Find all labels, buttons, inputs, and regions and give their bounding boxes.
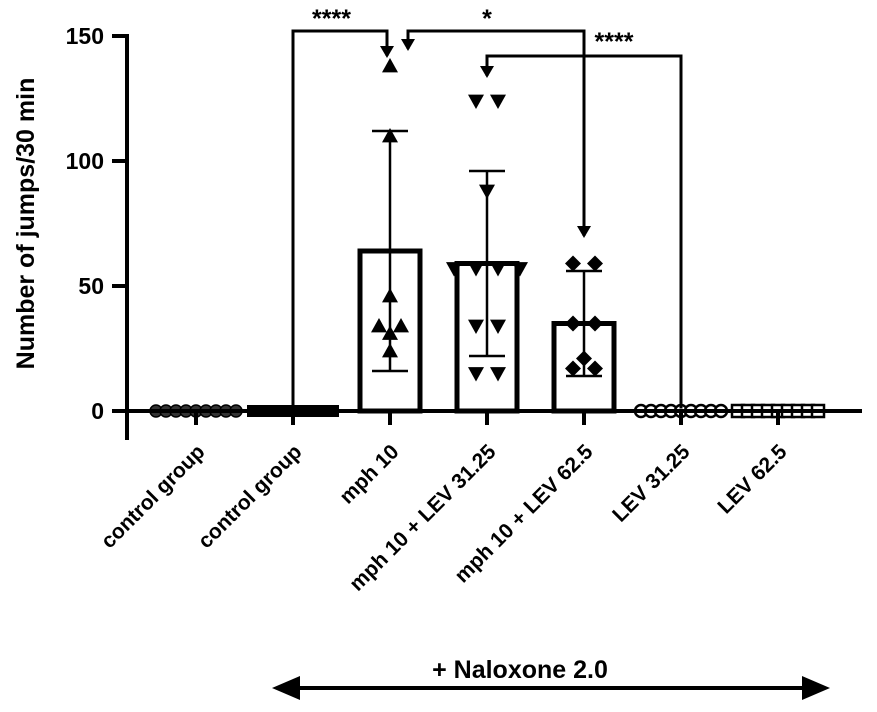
- significance-bracket: *: [401, 5, 591, 238]
- data-point: [587, 315, 603, 332]
- data-point: [490, 319, 506, 334]
- significance-label: ****: [312, 5, 351, 33]
- y-tick-label: 150: [66, 23, 104, 49]
- data-point: [565, 255, 581, 272]
- y-axis-label: Number of jumps/30 min: [12, 78, 40, 370]
- data-point: [468, 367, 484, 382]
- data-point: [587, 360, 603, 377]
- data-point: [490, 94, 506, 109]
- error-bar: [469, 169, 505, 358]
- bracket-arrow: [480, 66, 494, 78]
- x-tick-label: LEV 31.25: [608, 440, 695, 527]
- bracket-arrow: [380, 46, 394, 58]
- data-point: [490, 262, 506, 277]
- significance-bracket: ****: [480, 28, 683, 409]
- significance-bracket: ****: [291, 5, 394, 409]
- data-point: [468, 262, 484, 277]
- range-arrow-right: [802, 676, 830, 700]
- data-point: [446, 262, 462, 277]
- data-point: [479, 184, 495, 199]
- data-point: [512, 262, 528, 277]
- data-point: [587, 255, 603, 272]
- x-tick-label: control group: [194, 440, 307, 553]
- data-points-group: [371, 58, 409, 358]
- x-tick-label: control group: [97, 440, 210, 553]
- data-point: [565, 360, 581, 377]
- naloxone-label: + Naloxone 2.0: [432, 656, 608, 684]
- naloxone-annotation: + Naloxone 2.0: [272, 656, 830, 700]
- bracket-arrow: [577, 226, 591, 238]
- data-point: [382, 325, 398, 340]
- data-point: [490, 367, 506, 382]
- data-point: [468, 94, 484, 109]
- significance-label: *: [482, 5, 492, 33]
- data-point: [382, 128, 398, 143]
- bracket-arrow: [401, 39, 415, 51]
- x-tick-label: mph 10: [335, 440, 403, 508]
- data-point: [382, 288, 398, 303]
- data-point: [382, 343, 398, 358]
- y-tick-label: 100: [66, 148, 104, 174]
- data-points-group: [247, 405, 339, 417]
- y-tick-label: 50: [78, 273, 104, 299]
- data-points-group: [565, 255, 603, 377]
- data-point: [371, 318, 387, 333]
- bracket-line: [406, 29, 586, 236]
- significance-label: ****: [595, 28, 634, 56]
- bracket-line: [291, 29, 389, 409]
- data-points-group: [446, 94, 528, 382]
- x-tick-label: LEV 62.5: [713, 440, 791, 518]
- data-point: [565, 315, 581, 332]
- data-point: [382, 58, 398, 73]
- data-point: [576, 350, 592, 367]
- range-arrow-left: [272, 676, 300, 700]
- data-point: [393, 318, 409, 333]
- y-tick-label: 0: [91, 398, 104, 424]
- data-point: [468, 319, 484, 334]
